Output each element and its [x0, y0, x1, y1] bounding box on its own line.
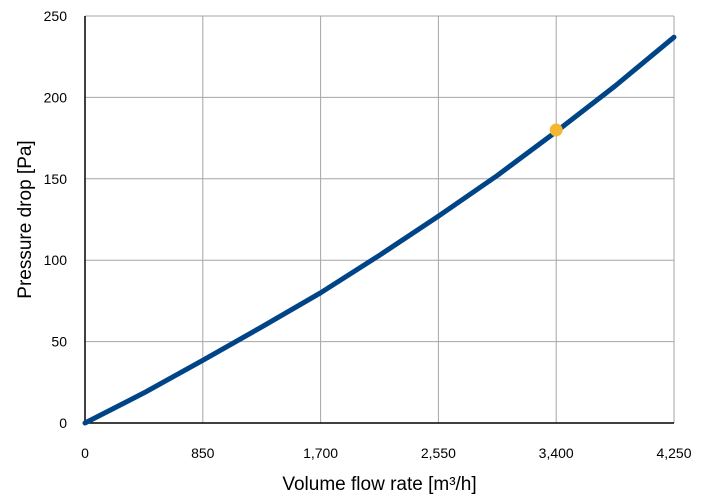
series-line-0: [82, 34, 677, 426]
x-tick-label: 3,400: [539, 445, 574, 461]
grid: [85, 15, 675, 423]
x-tick-label: 2,550: [421, 445, 456, 461]
x-tick-label: 0: [81, 445, 89, 461]
y-tick-label: 50: [51, 334, 67, 350]
y-axis-title: Pressure drop [Pa]: [15, 140, 36, 298]
x-axis-title: Volume flow rate [m³/h]: [282, 474, 476, 495]
x-tick-label: 4,250: [656, 445, 691, 461]
y-tick-label: 250: [44, 8, 68, 24]
x-tick-label: 850: [191, 445, 215, 461]
y-tick-label: 150: [44, 171, 68, 187]
y-tick-label: 100: [44, 252, 68, 268]
x-tick-label: 1,700: [303, 445, 338, 461]
operating-point-marker: [549, 123, 563, 137]
y-tick-label: 0: [59, 415, 67, 431]
axes: [84, 16, 674, 424]
tick-labels: 0 850 1,700 2,550 3,400 4,250 0 50 100 150 200 250: [44, 8, 692, 461]
series: [82, 34, 677, 426]
y-tick-label: 200: [44, 89, 68, 105]
